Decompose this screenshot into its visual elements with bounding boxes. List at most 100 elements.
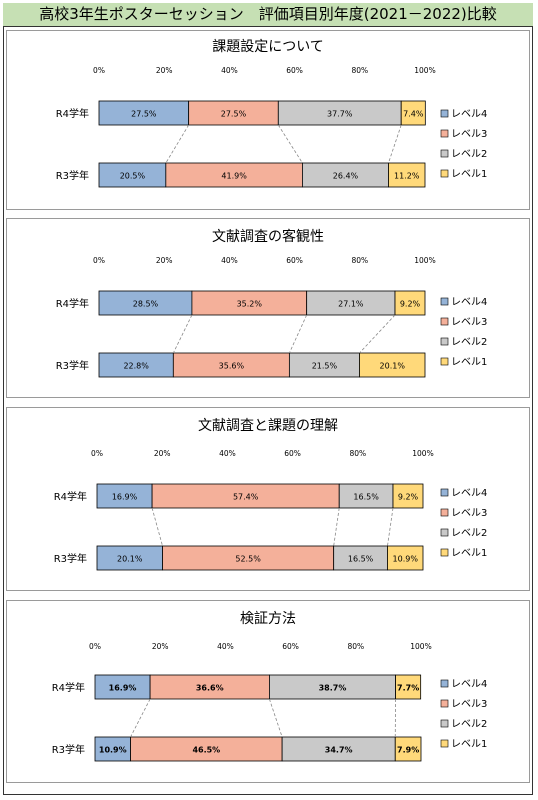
bar-segment-レベル4 bbox=[94, 736, 131, 762]
legend-label: レベル4 bbox=[451, 678, 487, 690]
legend-swatch bbox=[440, 719, 449, 728]
legend-label: レベル2 bbox=[451, 148, 487, 160]
bar-segment-レベル3 bbox=[151, 483, 340, 509]
data-label: 36.6% bbox=[196, 684, 224, 693]
data-label: 22.8% bbox=[123, 362, 149, 371]
bar-segment-レベル2 bbox=[281, 736, 396, 762]
legend-label: レベル4 bbox=[451, 296, 487, 308]
series-connector-line bbox=[172, 314, 193, 354]
data-label: 20.1% bbox=[117, 555, 143, 564]
bar-segment-レベル3 bbox=[130, 736, 283, 762]
bar-segment-レベル1 bbox=[388, 162, 426, 188]
legend-label: レベル1 bbox=[451, 547, 487, 559]
bar-segment-レベル3 bbox=[149, 674, 270, 700]
bar-segment-レベル1 bbox=[395, 674, 422, 700]
data-label: 7.9% bbox=[397, 746, 419, 755]
legend-swatch bbox=[440, 337, 449, 346]
data-label: 35.2% bbox=[237, 300, 263, 309]
series-connector-line bbox=[165, 124, 189, 164]
series-connector-line bbox=[333, 507, 340, 547]
bar-segment-レベル3 bbox=[188, 100, 279, 126]
data-label: 16.5% bbox=[348, 555, 374, 564]
legend-label: レベル3 bbox=[451, 698, 487, 710]
bar-segment-レベル4 bbox=[98, 352, 174, 378]
chart-title: 文献調査の客観性 bbox=[212, 228, 324, 245]
data-label: 38.7% bbox=[319, 684, 347, 693]
data-label: 16.9% bbox=[109, 684, 137, 693]
x-tick-label: 0% bbox=[89, 642, 101, 651]
x-tick-label: 0% bbox=[93, 66, 105, 75]
legend-swatch bbox=[440, 739, 449, 748]
bar-segment-レベル3 bbox=[162, 545, 335, 571]
chart-1: 課題設定について 0% 20% 40% 60% 80% 100% R4学年 27.5% 27.5%… bbox=[56, 39, 487, 188]
bar-segment-レベル1 bbox=[400, 100, 426, 126]
x-tick-label: 0% bbox=[91, 449, 103, 458]
data-label: 57.4% bbox=[233, 493, 259, 502]
bar-segment-レベル1 bbox=[359, 352, 426, 378]
chart-title: 課題設定について bbox=[212, 39, 324, 55]
chart-title: 文献調査と課題の理解 bbox=[198, 418, 338, 434]
x-tick-label: 100% bbox=[410, 642, 431, 651]
x-tick-label: 60% bbox=[284, 449, 301, 458]
chart-4: 検証方法 0% 20% 40% 60% 80% 100% R4学年 16.9% 36.6% 38.7… bbox=[52, 611, 487, 762]
series-connector-line bbox=[359, 314, 396, 354]
x-tick-label: 80% bbox=[347, 642, 364, 651]
bar-segment-レベル2 bbox=[269, 674, 396, 700]
category-label: R3学年 bbox=[54, 552, 87, 565]
legend-label: レベル1 bbox=[451, 168, 487, 180]
legend-swatch bbox=[440, 508, 449, 517]
legend-swatch bbox=[440, 169, 449, 178]
data-label: 16.9% bbox=[112, 493, 138, 502]
legend-label: レベル1 bbox=[451, 738, 487, 750]
x-tick-label: 80% bbox=[351, 256, 368, 265]
legend-swatch bbox=[440, 129, 449, 138]
bar-segment-レベル2 bbox=[338, 483, 394, 509]
legend-label: レベル1 bbox=[451, 356, 487, 368]
legend-swatch bbox=[440, 109, 449, 118]
category-label: R4学年 bbox=[56, 107, 89, 120]
legend-label: レベル4 bbox=[451, 108, 487, 120]
x-tick-label: 60% bbox=[286, 66, 303, 75]
x-tick-label: 100% bbox=[412, 449, 433, 458]
x-tick-label: 40% bbox=[219, 449, 236, 458]
data-label: 11.2% bbox=[394, 172, 420, 181]
legend-label: レベル3 bbox=[451, 507, 487, 519]
bar-segment-レベル1 bbox=[394, 290, 426, 316]
legend-swatch bbox=[440, 528, 449, 537]
legend-swatch bbox=[440, 699, 449, 708]
legend-label: レベル3 bbox=[451, 128, 487, 140]
x-tick-label: 80% bbox=[351, 66, 368, 75]
chart-panel-4: 検証方法 0% 20% 40% 60% 80% 100% R4学年 16.9% 36.6% 38.7… bbox=[6, 600, 530, 783]
legend-label: レベル4 bbox=[451, 487, 487, 499]
data-label: 34.7% bbox=[325, 746, 353, 755]
bar-segment-レベル1 bbox=[392, 483, 424, 509]
bar-segment-レベル3 bbox=[165, 162, 303, 188]
chart-title: 検証方法 bbox=[240, 611, 296, 627]
bar-segment-レベル1 bbox=[387, 545, 424, 571]
data-label: 27.1% bbox=[338, 300, 364, 309]
chart-3: 文献調査と課題の理解 0% 20% 40% 60% 80% 100% R4学年 16.9% 57.… bbox=[54, 418, 487, 571]
legend-label: レベル3 bbox=[451, 316, 487, 328]
series-connector-line bbox=[151, 507, 163, 547]
data-label: 9.2% bbox=[400, 300, 421, 309]
category-label: R4学年 bbox=[56, 297, 89, 310]
data-label: 21.5% bbox=[312, 362, 338, 371]
chart-panel-2: 文献調査の客観性 0% 20% 40% 60% 80% 100% R4学年 28.5% 35.2%… bbox=[6, 218, 530, 398]
x-tick-label: 100% bbox=[414, 256, 435, 265]
data-label: 20.1% bbox=[380, 362, 406, 371]
bar-segment-レベル2 bbox=[288, 352, 360, 378]
x-tick-label: 0% bbox=[93, 256, 105, 265]
series-connector-line bbox=[388, 124, 402, 164]
chart-panel-1: 課題設定について 0% 20% 40% 60% 80% 100% R4学年 27.5% 27.5%… bbox=[6, 30, 530, 210]
bar-segment-レベル3 bbox=[172, 352, 290, 378]
category-label: R3学年 bbox=[56, 169, 89, 182]
x-tick-label: 20% bbox=[156, 256, 173, 265]
series-connector-line bbox=[130, 698, 151, 738]
category-label: R4学年 bbox=[52, 681, 85, 694]
data-label: 20.5% bbox=[120, 172, 146, 181]
x-tick-label: 40% bbox=[221, 256, 238, 265]
data-label: 37.7% bbox=[327, 110, 353, 119]
bar-segment-レベル1 bbox=[394, 736, 422, 762]
legend-swatch bbox=[440, 297, 449, 306]
bar-segment-レベル4 bbox=[96, 545, 163, 571]
